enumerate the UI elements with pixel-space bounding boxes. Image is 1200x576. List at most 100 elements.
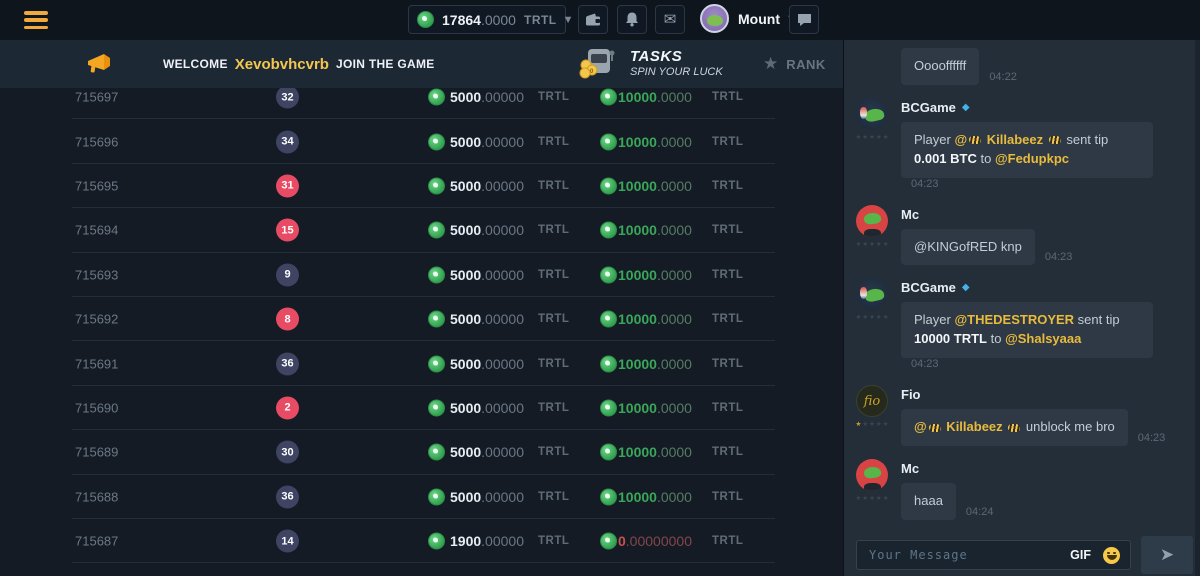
coin-icon <box>428 266 445 284</box>
chat-timestamp: 04:23 <box>1044 251 1073 264</box>
bee-icon <box>969 136 982 145</box>
chat-username[interactable]: BCGame ◆ <box>901 99 970 115</box>
table-row[interactable]: 715688 36 5000.00000 TRTL 10000.0000 TRT… <box>0 475 843 520</box>
table-row[interactable]: 715690 2 5000.00000 TRTL 10000.0000 TRTL <box>0 386 843 431</box>
welcome-prefix: WELCOME <box>163 57 228 71</box>
bubble-line: Ooooffffff 04:22 <box>901 48 1187 85</box>
table-row[interactable]: 715691 36 5000.00000 TRTL 10000.0000 TRT… <box>0 341 843 387</box>
tasks-subtitle: SPIN YOUR LUCK <box>630 66 723 78</box>
notifications-button[interactable] <box>617 5 647 34</box>
user-menu[interactable]: Mount ▼ <box>700 4 797 33</box>
currency-label: TRTL <box>712 91 744 104</box>
round-id: 715691 <box>75 356 119 372</box>
win-amount: 10000.0000 <box>618 399 692 416</box>
chat-message: ★ ★ ★ ★ ★ Mc haaa 04:24 <box>855 458 1187 520</box>
win-amount: 10000.0000 <box>618 89 692 106</box>
chat-username[interactable]: Fio <box>901 387 921 403</box>
table-row[interactable]: 715687 14 1900.00000 TRTL 0.00000000 TRT… <box>0 519 843 564</box>
table-row[interactable]: 715689 30 5000.00000 TRTL 10000.0000 TRT… <box>0 430 843 475</box>
table-row[interactable]: 715692 8 5000.00000 TRTL 10000.0000 TRTL <box>0 297 843 342</box>
result-badge: 2 <box>276 396 299 420</box>
currency-label: TRTL <box>538 135 570 148</box>
coin-icon <box>428 88 445 106</box>
chat-bubble: Player @ Killabeez sent tip 0.001 BTC to… <box>901 121 1153 178</box>
round-id: 715695 <box>75 178 119 194</box>
chat-toggle-button[interactable] <box>789 5 819 34</box>
chat-username[interactable]: Mc <box>901 460 920 476</box>
coin-icon <box>600 310 617 328</box>
megaphone-icon <box>88 54 110 73</box>
bet-amount: 5000.00000 <box>450 133 524 150</box>
bet-amount: 5000.00000 <box>450 488 524 505</box>
currency-label: TRTL <box>538 179 570 192</box>
avatar-column: fio ★ ★ ★ ★ ★ <box>855 385 889 446</box>
chat-username[interactable]: BCGame ◆ <box>901 280 970 296</box>
coin-icon <box>600 399 617 417</box>
verified-icon: ◆ <box>961 282 970 294</box>
rounds-table-wrap: 715697 32 5000.00000 TRTL 10000.0000 TRT… <box>0 88 843 576</box>
chevron-down-icon: ▼ <box>562 13 574 26</box>
currency-label: TRTL <box>712 313 744 326</box>
table-row[interactable]: 715697 32 5000.00000 TRTL 10000.0000 TRT… <box>0 88 843 120</box>
messages-button[interactable]: ✉ <box>655 5 685 34</box>
user-rating-stars: ★ ★ ★ ★ ★ <box>855 132 889 141</box>
table-row[interactable]: 715696 34 5000.00000 TRTL 10000.0000 TRT… <box>0 119 843 165</box>
user-avatar[interactable] <box>856 458 888 491</box>
balance-dropdown[interactable]: 17864.0000 TRTL ▼ <box>408 5 574 34</box>
coin-icon <box>417 11 434 28</box>
chat-input[interactable] <box>867 547 1065 563</box>
avatar-column: ★ ★ ★ ★ ★ <box>855 97 889 192</box>
chat-message: ★ ★ ★ ★ ★ BCGame ◆ Player @THEDESTROYER sent … <box>855 278 1187 372</box>
user-avatar[interactable]: fio <box>856 385 888 418</box>
rank-widget[interactable]: ★ RANK <box>763 40 826 88</box>
table-row[interactable]: 715694 15 5000.00000 TRTL 10000.0000 TRT… <box>0 208 843 253</box>
win-amount: 10000.0000 <box>618 133 692 150</box>
user-avatar[interactable] <box>856 278 888 311</box>
chat-message: ★ ★ ★ ★ ★ Mc @KINGofRED knp 04:23 <box>855 204 1187 266</box>
result-badge: 32 <box>276 88 299 109</box>
coin-icon <box>428 399 445 417</box>
tasks-title: TASKS <box>630 48 683 65</box>
coin-icon <box>600 443 617 461</box>
currency-label: TRTL <box>712 135 744 148</box>
avatar-column: ★ ★ ★ ★ ★ <box>855 458 889 520</box>
slot-machine-icon: 0 <box>579 49 615 79</box>
coin-icon <box>428 488 445 506</box>
round-id: 715690 <box>75 400 119 416</box>
chat-timestamp: 04:24 <box>965 505 994 518</box>
send-button[interactable]: ➤ <box>1141 536 1193 574</box>
round-id: 715696 <box>75 134 119 150</box>
currency-label: TRTL <box>712 401 744 414</box>
result-badge: 15 <box>276 218 299 242</box>
chat-panel: 0 Global ▼ Ooooffffff 04:22 ★★★★★ BCG <box>843 0 1200 576</box>
balance-fraction: .0000 <box>480 11 516 28</box>
currency-label: TRTL <box>712 224 744 237</box>
avatar <box>700 4 729 33</box>
wallet-button[interactable] <box>578 5 608 34</box>
win-amount: 10000.0000 <box>618 444 692 461</box>
rank-label: RANK <box>786 56 826 72</box>
emoji-button[interactable] <box>1103 546 1120 564</box>
table-row[interactable]: 715695 31 5000.00000 TRTL 10000.0000 TRT… <box>0 164 843 209</box>
win-amount: 10000.0000 <box>618 355 692 372</box>
bee-icon <box>1048 136 1061 145</box>
balance-currency: TRTL <box>523 12 557 27</box>
star-icon: ★ <box>763 54 779 74</box>
menu-icon[interactable] <box>24 11 48 29</box>
chat-bubble: @ Killabeez unblock me bro <box>901 409 1128 446</box>
chat-messages: Ooooffffff 04:22 ★ ★ ★ ★ ★ BCGame ◆ Player @ … <box>844 40 1195 532</box>
gif-button[interactable]: GIF <box>1070 548 1091 562</box>
welcome-username: Xevobvhcvrb <box>234 55 329 73</box>
bubble-line: @KINGofRED knp 04:23 <box>901 228 1187 266</box>
chat-username[interactable]: Mc <box>901 206 920 222</box>
bubble-line: @ Killabeez unblock me bro 04:23 <box>901 409 1187 446</box>
tasks-widget[interactable]: 0 TASKS SPIN YOUR LUCK <box>578 45 723 81</box>
currency-label: TRTL <box>538 357 570 370</box>
table-row[interactable]: 715693 9 5000.00000 TRTL 10000.0000 TRTL <box>0 253 843 298</box>
user-avatar[interactable] <box>856 204 888 237</box>
coin-icon <box>428 221 445 239</box>
currency-label: TRTL <box>712 179 744 192</box>
bee-icon <box>1008 423 1021 432</box>
user-rating-stars: ★ ★ ★ ★ ★ <box>855 420 889 429</box>
user-avatar[interactable] <box>856 97 888 130</box>
